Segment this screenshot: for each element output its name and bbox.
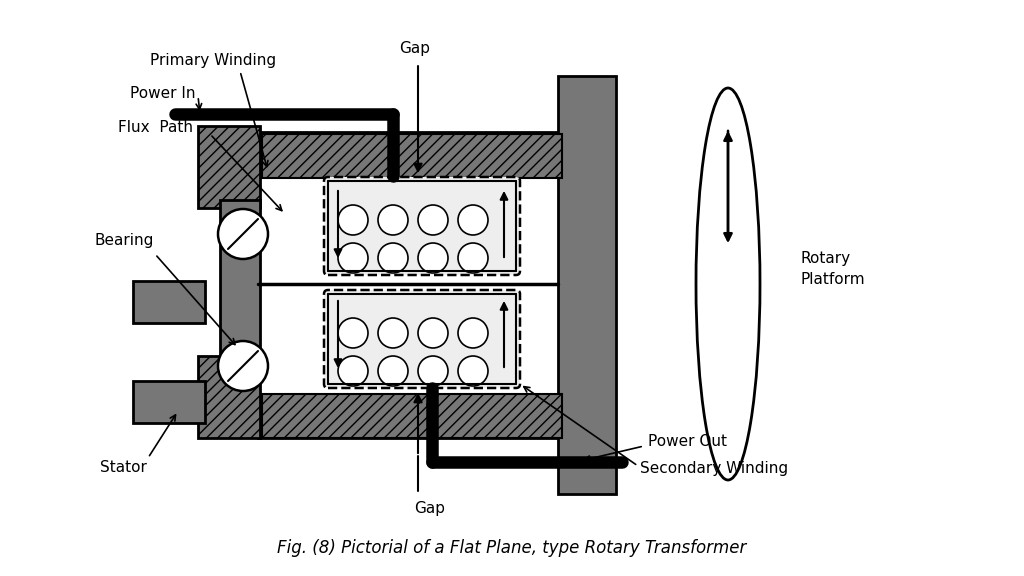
Circle shape [458,205,488,235]
Circle shape [218,209,268,259]
Circle shape [418,356,449,386]
Circle shape [378,205,408,235]
Text: Gap: Gap [415,501,445,516]
Bar [198,126,260,208]
Circle shape [378,356,408,386]
Circle shape [338,356,368,386]
Circle shape [418,318,449,348]
Bar [262,134,562,178]
Bar [198,356,260,438]
Circle shape [218,341,268,391]
Circle shape [378,318,408,348]
Circle shape [418,205,449,235]
FancyBboxPatch shape [324,177,520,275]
Text: Gap: Gap [399,40,430,55]
Bar [262,394,562,438]
Text: Stator: Stator [100,460,146,476]
Circle shape [378,243,408,273]
Circle shape [458,243,488,273]
Bar [133,381,205,423]
Circle shape [338,243,368,273]
Circle shape [458,356,488,386]
Circle shape [458,318,488,348]
Text: Secondary Winding: Secondary Winding [640,460,788,476]
Text: Power Out: Power Out [648,434,727,449]
Circle shape [338,318,368,348]
Text: Flux  Path: Flux Path [118,120,193,135]
FancyBboxPatch shape [324,290,520,388]
Text: Fig. (8) Pictorial of a Flat Plane, type Rotary Transformer: Fig. (8) Pictorial of a Flat Plane, type… [278,539,746,557]
Circle shape [338,205,368,235]
Bar [258,132,566,438]
Circle shape [418,243,449,273]
Text: Power In: Power In [130,86,196,101]
Text: Rotary: Rotary [800,251,850,266]
Bar [220,200,260,368]
Bar [558,76,616,494]
Text: Primary Winding: Primary Winding [150,52,276,67]
Bar [133,281,205,323]
Text: Bearing: Bearing [95,233,155,248]
Text: Platform: Platform [800,272,864,287]
